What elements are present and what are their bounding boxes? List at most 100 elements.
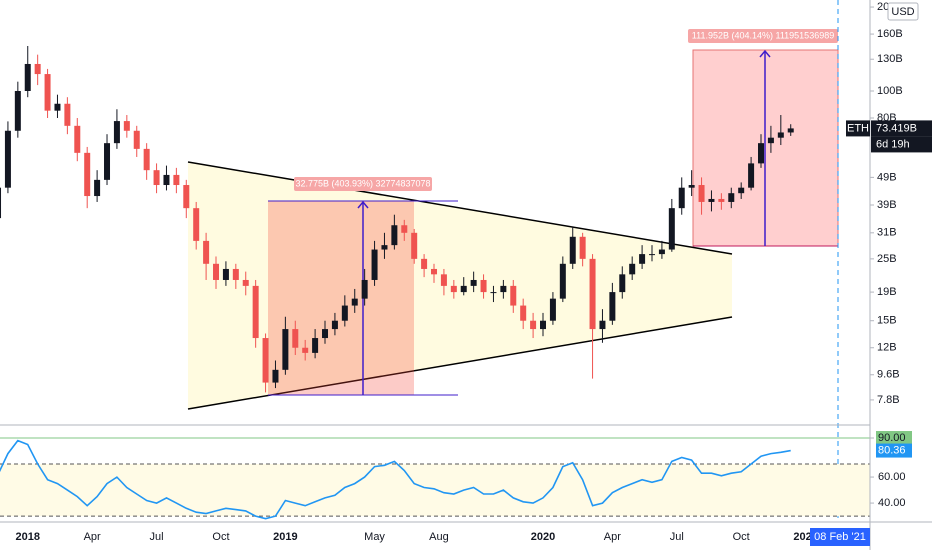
symbol-box xyxy=(846,120,870,137)
candle-body xyxy=(262,338,269,383)
candle-body xyxy=(242,279,249,286)
candle-body xyxy=(213,263,220,280)
candle-body xyxy=(351,298,358,306)
y-tick-label: 25B xyxy=(877,253,897,265)
candle-body xyxy=(133,130,140,149)
candle-body xyxy=(678,187,685,209)
candle-body xyxy=(490,292,497,294)
x-tick-label: Aug xyxy=(429,531,449,543)
y-tick-label: 40.00 xyxy=(878,497,906,509)
candle-body xyxy=(470,279,477,286)
x-tick-label: 2019 xyxy=(273,531,297,543)
y-tick-label: 15B xyxy=(877,315,897,327)
y-tick-label: 19B xyxy=(877,286,897,298)
arrow-head xyxy=(759,49,771,58)
cursor-date: 08 Feb '21 xyxy=(814,531,866,543)
y-tick-label: 12B xyxy=(877,342,897,354)
candle-body xyxy=(728,193,735,202)
candle-body xyxy=(123,121,130,131)
candle-body xyxy=(609,292,616,321)
candle-body xyxy=(510,285,517,306)
x-tick-label: 2018 xyxy=(16,531,40,543)
candle-body xyxy=(74,125,81,153)
rsi-line xyxy=(0,439,791,520)
candle-body xyxy=(14,90,21,131)
candle-body xyxy=(767,137,774,144)
y-tick-label: 60.00 xyxy=(878,471,906,483)
candle-body xyxy=(708,198,715,202)
candle-body xyxy=(163,174,170,186)
candle-body xyxy=(173,174,180,186)
candle-body xyxy=(480,279,487,293)
axes: 7.8B9.6B12B15B19B25B31B39B49B80B100B130B… xyxy=(16,1,932,546)
candle-body xyxy=(540,320,547,330)
symbol: ETH xyxy=(847,122,869,134)
candle-body xyxy=(787,128,794,133)
x-tick-label: Jul xyxy=(150,531,164,543)
candle-body xyxy=(143,148,150,171)
currency: USD xyxy=(891,6,914,18)
y-tick-label: 130B xyxy=(877,53,903,65)
candle-body xyxy=(401,225,408,233)
candle-body xyxy=(579,236,586,259)
measure-box xyxy=(268,201,414,395)
countdown-box xyxy=(871,136,932,153)
y-tick-label: 160B xyxy=(877,28,903,40)
candle-body xyxy=(589,258,596,330)
candle-body xyxy=(54,103,61,111)
x-tick-label: Oct xyxy=(212,531,229,543)
candle-body xyxy=(658,249,665,255)
candle-body xyxy=(34,63,41,75)
candle-body xyxy=(64,103,71,126)
cursor-date-box xyxy=(810,528,870,546)
level-box xyxy=(876,431,912,446)
candle-body xyxy=(619,274,626,293)
x-tick-label: Apr xyxy=(84,531,101,543)
measure-label: 111.952B (404.14%) 111951536989 xyxy=(692,30,834,40)
candle-body xyxy=(84,152,91,197)
candle-body xyxy=(688,185,695,188)
candle-body xyxy=(629,263,636,275)
candle-body xyxy=(549,298,556,321)
candle-body xyxy=(94,179,101,197)
measure-label-box xyxy=(688,29,838,43)
candle-body xyxy=(391,225,398,246)
candle-body xyxy=(649,254,656,256)
y-tick-label: 31B xyxy=(877,227,897,239)
candle-body xyxy=(292,329,299,348)
trend-line xyxy=(187,316,733,410)
candle-body xyxy=(24,63,31,91)
candle-body xyxy=(421,258,428,269)
candle-body xyxy=(0,187,2,219)
price-box xyxy=(871,120,932,137)
candle-body xyxy=(748,163,755,188)
countdown: 6d 19h xyxy=(876,138,910,150)
candle-body xyxy=(272,369,279,383)
candle-body xyxy=(381,245,388,250)
candle-body xyxy=(718,198,725,202)
candle-body xyxy=(738,187,745,194)
candle-body xyxy=(183,185,190,209)
x-tick-label: Oct xyxy=(733,531,750,543)
candle-body xyxy=(193,208,200,241)
x-tick-label: Jul xyxy=(670,531,684,543)
x-tick-label: Apr xyxy=(604,531,621,543)
y-tick-label: 39B xyxy=(877,199,897,211)
candle-body xyxy=(371,249,378,280)
measure-label-box xyxy=(294,177,432,191)
arrow-head xyxy=(357,200,369,209)
candle-body xyxy=(599,320,606,330)
candle-body xyxy=(698,185,705,202)
candle-body xyxy=(302,347,309,353)
candle-body xyxy=(104,143,111,180)
y-tick-label: 7.8B xyxy=(877,394,900,406)
candle-body xyxy=(331,320,338,330)
candle-body xyxy=(668,208,675,250)
y-tick-label: 90.00 xyxy=(878,432,906,444)
y-tick-label: 49B xyxy=(877,171,897,183)
candle-body xyxy=(450,285,457,293)
candle-body xyxy=(431,268,438,275)
candle-body xyxy=(460,285,467,293)
